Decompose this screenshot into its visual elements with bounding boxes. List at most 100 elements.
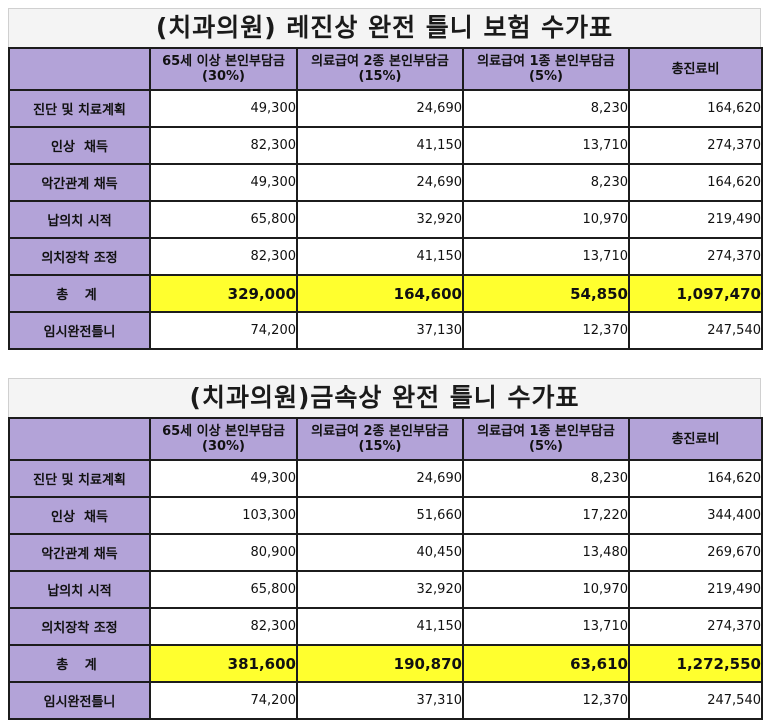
amount-cell: 8,230 (462, 459, 630, 498)
table-row: 의치장착 조정 82,300 41,150 13,710 274,370 (8, 607, 763, 646)
amount-cell: 247,540 (628, 681, 763, 720)
header-corner-cell (8, 47, 151, 91)
amount-cell: 269,670 (628, 533, 763, 572)
amount-cell: 13,480 (462, 533, 630, 572)
amount-cell: 344,400 (628, 496, 763, 535)
table-row: 임시완전틀니 74,200 37,310 12,370 247,540 (8, 681, 763, 720)
amount-cell: 49,300 (149, 163, 298, 202)
table-title: (치과의원)금속상 완전 틀니 수가표 (8, 378, 761, 417)
row-label: 인상 채득 (8, 496, 151, 535)
row-label: 총 계 (8, 274, 151, 313)
amount-cell: 82,300 (149, 607, 298, 646)
row-label: 악간관계 채득 (8, 533, 151, 572)
amount-cell: 80,900 (149, 533, 298, 572)
amount-cell: 51,660 (296, 496, 464, 535)
row-label: 납의치 시적 (8, 570, 151, 609)
amount-cell: 24,690 (296, 459, 464, 498)
column-header: 의료급여 2종 본인부담금 (15%) (296, 47, 464, 91)
header-row: 65세 이상 본인부담금 (30%) 의료급여 2종 본인부담금 (15%) 의료급… (8, 417, 763, 461)
amount-cell: 40,450 (296, 533, 464, 572)
column-header: 의료급여 1종 본인부담금 (5%) (462, 417, 630, 461)
amount-cell: 41,150 (296, 607, 464, 646)
amount-cell: 82,300 (149, 237, 298, 276)
table-row: 인상 채득 82,300 41,150 13,710 274,370 (8, 126, 763, 165)
amount-cell: 10,970 (462, 570, 630, 609)
amount-cell: 49,300 (149, 89, 298, 128)
metal-denture-fee-section: (치과의원)금속상 완전 틀니 수가표 65세 이상 본인부담금 (30%) 의료급… (8, 378, 763, 720)
amount-cell: 219,490 (628, 200, 763, 239)
row-label: 임시완전틀니 (8, 681, 151, 720)
amount-cell: 63,610 (462, 644, 630, 683)
amount-cell: 41,150 (296, 237, 464, 276)
amount-cell: 219,490 (628, 570, 763, 609)
fee-table: 65세 이상 본인부담금 (30%) 의료급여 2종 본인부담금 (15%) 의료급… (8, 47, 763, 350)
amount-cell: 8,230 (462, 89, 630, 128)
amount-cell: 164,620 (628, 163, 763, 202)
amount-cell: 32,920 (296, 570, 464, 609)
column-header: 의료급여 2종 본인부담금 (15%) (296, 417, 464, 461)
amount-cell: 54,850 (462, 274, 630, 313)
amount-cell: 24,690 (296, 89, 464, 128)
amount-cell: 13,710 (462, 607, 630, 646)
column-header: 총진료비 (628, 47, 763, 91)
amount-cell: 17,220 (462, 496, 630, 535)
header-corner-cell (8, 417, 151, 461)
amount-cell: 247,540 (628, 311, 763, 350)
amount-cell: 82,300 (149, 126, 298, 165)
row-label: 인상 채득 (8, 126, 151, 165)
row-label: 의치장착 조정 (8, 237, 151, 276)
amount-cell: 103,300 (149, 496, 298, 535)
amount-cell: 65,800 (149, 200, 298, 239)
table-row: 악간관계 채득 80,900 40,450 13,480 269,670 (8, 533, 763, 572)
column-header: 의료급여 1종 본인부담금 (5%) (462, 47, 630, 91)
row-label: 악간관계 채득 (8, 163, 151, 202)
amount-cell: 37,130 (296, 311, 464, 350)
table-row: 임시완전틀니 74,200 37,130 12,370 247,540 (8, 311, 763, 350)
amount-cell: 164,620 (628, 459, 763, 498)
amount-cell: 274,370 (628, 607, 763, 646)
table-title: (치과의원) 레진상 완전 틀니 보험 수가표 (8, 8, 761, 47)
amount-cell: 164,600 (296, 274, 464, 313)
table-row: 인상 채득 103,300 51,660 17,220 344,400 (8, 496, 763, 535)
table-row: 납의치 시적 65,800 32,920 10,970 219,490 (8, 200, 763, 239)
amount-cell: 329,000 (149, 274, 298, 313)
column-header: 총진료비 (628, 417, 763, 461)
amount-cell: 49,300 (149, 459, 298, 498)
amount-cell: 8,230 (462, 163, 630, 202)
column-header: 65세 이상 본인부담금 (30%) (149, 417, 298, 461)
amount-cell: 1,097,470 (628, 274, 763, 313)
row-label: 임시완전틀니 (8, 311, 151, 350)
amount-cell: 74,200 (149, 311, 298, 350)
column-header: 65세 이상 본인부담금 (30%) (149, 47, 298, 91)
amount-cell: 274,370 (628, 126, 763, 165)
amount-cell: 1,272,550 (628, 644, 763, 683)
amount-cell: 274,370 (628, 237, 763, 276)
amount-cell: 13,710 (462, 126, 630, 165)
amount-cell: 41,150 (296, 126, 464, 165)
amount-cell: 12,370 (462, 681, 630, 720)
header-row: 65세 이상 본인부담금 (30%) 의료급여 2종 본인부담금 (15%) 의료급… (8, 47, 763, 91)
amount-cell: 10,970 (462, 200, 630, 239)
total-row: 총 계 329,000 164,600 54,850 1,097,470 (8, 274, 763, 313)
total-row: 총 계 381,600 190,870 63,610 1,272,550 (8, 644, 763, 683)
row-label: 총 계 (8, 644, 151, 683)
amount-cell: 13,710 (462, 237, 630, 276)
table-row: 악간관계 채득 49,300 24,690 8,230 164,620 (8, 163, 763, 202)
row-label: 의치장착 조정 (8, 607, 151, 646)
amount-cell: 32,920 (296, 200, 464, 239)
amount-cell: 164,620 (628, 89, 763, 128)
row-label: 납의치 시적 (8, 200, 151, 239)
table-row: 진단 및 치료계획 49,300 24,690 8,230 164,620 (8, 459, 763, 498)
row-label: 진단 및 치료계획 (8, 89, 151, 128)
table-row: 진단 및 치료계획 49,300 24,690 8,230 164,620 (8, 89, 763, 128)
amount-cell: 37,310 (296, 681, 464, 720)
table-row: 의치장착 조정 82,300 41,150 13,710 274,370 (8, 237, 763, 276)
amount-cell: 190,870 (296, 644, 464, 683)
amount-cell: 24,690 (296, 163, 464, 202)
amount-cell: 381,600 (149, 644, 298, 683)
amount-cell: 12,370 (462, 311, 630, 350)
amount-cell: 74,200 (149, 681, 298, 720)
table-row: 납의치 시적 65,800 32,920 10,970 219,490 (8, 570, 763, 609)
fee-table: 65세 이상 본인부담금 (30%) 의료급여 2종 본인부담금 (15%) 의료급… (8, 417, 763, 720)
row-label: 진단 및 치료계획 (8, 459, 151, 498)
